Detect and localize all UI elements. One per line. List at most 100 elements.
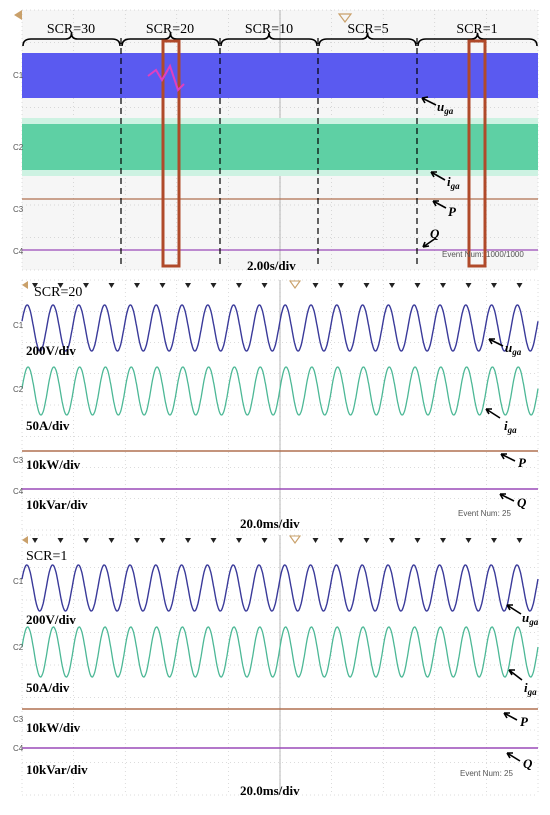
panel-top: SCR=30 SCR=20 SCR=10 SCR=5 SCR=1 C1 C2 C… <box>13 9 539 273</box>
scale-label: 50A/div <box>26 680 70 695</box>
trigger-tick-icon <box>389 283 395 288</box>
channel-tag: C3 <box>13 715 24 724</box>
arrow-icon <box>508 669 523 681</box>
trigger-marker-icon <box>288 280 302 289</box>
trigger-tick-icon <box>159 283 166 288</box>
scale-label: 10kW/div <box>26 720 81 735</box>
transient-spike <box>147 63 185 92</box>
arrow-icon <box>506 604 522 615</box>
highlight-box-scr20 <box>161 39 181 268</box>
series-label-p: P <box>518 455 527 470</box>
scale-label: 10kVar/div <box>26 762 88 777</box>
trigger-tick-icon <box>83 283 89 288</box>
arrow-icon <box>421 96 437 106</box>
top-segment-braces <box>22 32 538 47</box>
channel-tag: C2 <box>13 643 24 652</box>
segment-brace <box>417 32 538 47</box>
arrow-icon <box>499 493 515 502</box>
scale-label: 10kW/div <box>26 457 81 472</box>
trigger-tick-icon <box>491 283 497 288</box>
trigger-tick-icon <box>134 538 140 543</box>
channel-tag: C4 <box>13 247 24 256</box>
trigger-tick-icon <box>32 538 38 543</box>
top-u-band <box>22 53 538 98</box>
channel-tag: C3 <box>13 205 24 214</box>
trigger-tick-icon <box>108 283 115 288</box>
trigger-tick-icon <box>57 538 64 543</box>
top-timebase: 2.00s/div <box>247 258 296 273</box>
trigger-tick-icon <box>134 283 140 288</box>
bottom-title: SCR=1 <box>26 549 67 564</box>
trigger-tick-icon <box>210 538 217 543</box>
trigger-tick-icon <box>32 283 38 288</box>
top-left-marker-icon <box>14 10 22 20</box>
middle-i-trace <box>21 366 539 416</box>
channel-tag: C3 <box>13 456 24 465</box>
trigger-tick-icon <box>210 283 217 288</box>
trigger-tick-icon <box>363 538 370 543</box>
middle-series-annotations: uga iga P Q <box>485 338 527 510</box>
trigger-tick-icon <box>236 538 242 543</box>
series-label-u: uga <box>437 99 454 116</box>
trigger-tick-icon <box>389 538 395 543</box>
top-segment-dividers <box>120 38 418 268</box>
trigger-tick-icon <box>440 538 446 543</box>
trigger-tick-icon <box>261 283 268 288</box>
scale-label: 50A/div <box>26 418 70 433</box>
arrow-icon <box>506 752 521 762</box>
trigger-tick-icon <box>185 283 191 288</box>
top-segment-labels: SCR=30 SCR=20 SCR=10 SCR=5 SCR=1 <box>47 22 498 37</box>
top-i-band <box>22 124 538 170</box>
channel-tag: C2 <box>13 143 24 152</box>
middle-event-num: Event Num: 25 <box>458 509 511 518</box>
bottom-u-trace <box>21 564 539 612</box>
channel-tag: C4 <box>13 487 24 496</box>
series-label-p: P <box>520 714 529 729</box>
channel-tag: C4 <box>13 744 24 753</box>
scale-label: 200V/div <box>26 343 76 358</box>
series-label-i: iga <box>504 418 517 435</box>
top-event-num: Event Num: 1000/1000 <box>442 250 524 259</box>
arrow-icon <box>485 408 501 419</box>
arrow-icon <box>503 712 518 721</box>
scale-label: 200V/div <box>26 612 76 627</box>
arrow-icon <box>488 338 504 347</box>
channel-tag: C1 <box>13 71 24 80</box>
channel-tag: C1 <box>13 577 24 586</box>
channel-tag: C2 <box>13 385 24 394</box>
bottom-trigger-ticks <box>22 535 523 544</box>
bottom-event-num: Event Num: 25 <box>460 769 513 778</box>
series-label-q: Q <box>523 756 533 771</box>
trigger-marker-icon <box>288 535 302 544</box>
series-label-u: uga <box>522 610 539 627</box>
trigger-tick-icon <box>83 538 89 543</box>
panel-bottom: SCR=1 C1 C2 C3 C4 200V/div 50A/div 10kW/… <box>13 534 539 798</box>
middle-u-trace <box>21 304 539 352</box>
middle-title: SCR=20 <box>34 285 82 300</box>
scale-label: 10kVar/div <box>26 497 88 512</box>
trigger-tick-icon <box>465 538 472 543</box>
segment-label: SCR=30 <box>47 22 95 37</box>
trigger-tick-icon <box>185 538 191 543</box>
trigger-tick-icon <box>491 538 497 543</box>
trigger-tick-icon <box>414 538 421 543</box>
arrow-icon <box>432 200 447 209</box>
series-label-i: iga <box>524 680 537 697</box>
highlight-box-scr1 <box>467 39 487 268</box>
segment-label: SCR=20 <box>146 22 194 37</box>
series-label-q: Q <box>430 226 440 241</box>
trigger-tick-icon <box>159 538 166 543</box>
trigger-left-marker-icon <box>22 536 28 544</box>
trigger-tick-icon <box>338 538 344 543</box>
trigger-tick-icon <box>363 283 370 288</box>
top-trigger-marker-icon <box>337 13 353 23</box>
segment-brace <box>318 32 417 47</box>
middle-trigger-ticks <box>22 280 523 289</box>
trigger-tick-icon <box>236 283 242 288</box>
trigger-tick-icon <box>57 283 64 288</box>
segment-label: SCR=5 <box>347 22 388 37</box>
series-label-i: iga <box>447 174 460 191</box>
trigger-tick-icon <box>338 283 344 288</box>
segment-brace <box>22 32 121 47</box>
